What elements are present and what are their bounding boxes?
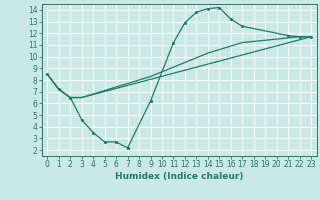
X-axis label: Humidex (Indice chaleur): Humidex (Indice chaleur) bbox=[115, 172, 244, 181]
